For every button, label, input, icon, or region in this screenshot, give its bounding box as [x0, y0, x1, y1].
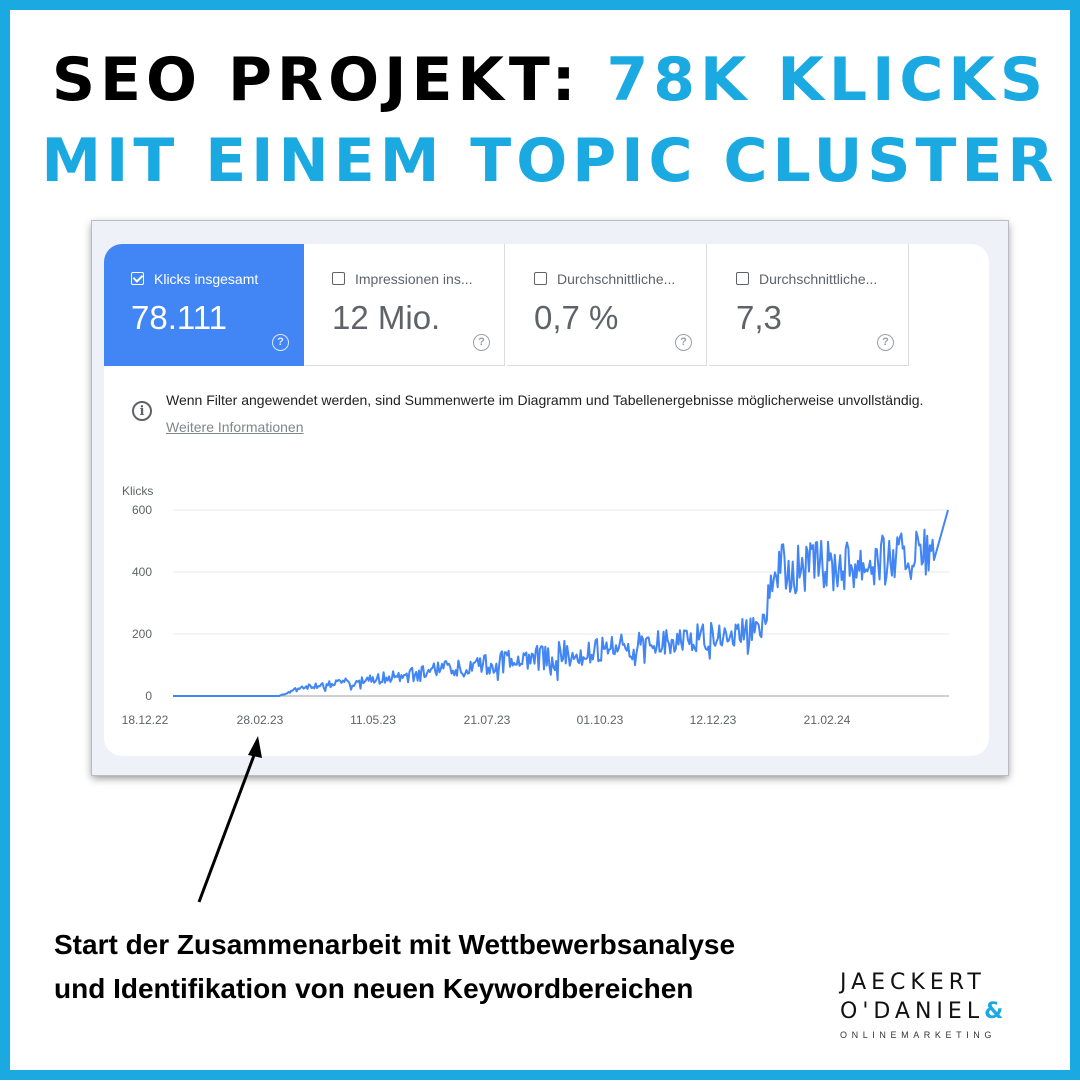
y-axis-label: Klicks — [122, 484, 153, 498]
metric-value: 7,3 — [736, 299, 782, 336]
headline-prefix: SEO PROJEKT: — [51, 45, 581, 115]
y-tick-label: 0 — [145, 689, 152, 703]
arrow-shaft — [197, 749, 258, 903]
checkbox-icon[interactable] — [736, 272, 749, 285]
metric-label: Klicks insgesamt — [154, 271, 259, 287]
y-tick-label: 200 — [132, 627, 152, 641]
logo-line-2: O'DANIEL& — [840, 999, 1003, 1024]
y-tick-label: 400 — [132, 565, 152, 579]
clicks-line-chart: Klicks 0 200 400 600 18.12.22 28.02.23 11.05.23… — [122, 484, 949, 727]
help-icon[interactable]: ? — [675, 334, 692, 351]
help-icon[interactable]: ? — [272, 334, 289, 351]
x-tick-label: 28.02.23 — [237, 713, 284, 727]
metric-tile-ctr[interactable]: Durchschnittliche... 0,7 % ? — [507, 244, 707, 366]
arrow-head-icon — [248, 736, 262, 758]
metric-value: 12 Mio. — [332, 299, 441, 336]
logo-tagline: ONLINEMARKETING — [840, 1030, 997, 1040]
metric-tile-position[interactable]: Durchschnittliche... 7,3 ? — [709, 244, 909, 366]
company-logo: JAECKERT O'DANIEL& ONLINEMARKETING — [832, 960, 1044, 1048]
metric-tile-impressions[interactable]: Impressionen ins... 12 Mio. ? — [305, 244, 505, 366]
help-icon[interactable]: ? — [877, 334, 894, 351]
ampersand-logo-icon: & — [984, 999, 1004, 1024]
caption: Start der Zusammenarbeit mit Wettbewerbs… — [54, 929, 736, 1004]
metric-label: Durchschnittliche... — [557, 271, 676, 287]
logo-line-1: JAECKERT — [840, 970, 986, 995]
x-tick-label: 18.12.22 — [122, 713, 169, 727]
x-tick-label: 12.12.23 — [690, 713, 737, 727]
help-icon[interactable]: ? — [473, 334, 490, 351]
clicks-series-line — [173, 509, 949, 697]
checkbox-icon[interactable] — [534, 272, 547, 285]
x-tick-label: 11.05.23 — [350, 713, 396, 727]
info-icon: i — [132, 401, 152, 421]
logo-line-2-text: O'DANIEL — [840, 999, 985, 1024]
checkbox-checked-icon[interactable] — [131, 272, 144, 285]
notice-text: Wenn Filter angewendet werden, sind Summ… — [166, 392, 924, 408]
x-tick-label: 21.07.23 — [464, 713, 511, 727]
metric-value: 0,7 % — [534, 299, 619, 336]
performance-card: Klicks insgesamt 78.111 ? Impressionen i… — [104, 244, 989, 756]
headline-line-2: MIT EINEM TOPIC CLUSTER — [41, 126, 1059, 196]
search-console-screenshot: Klicks insgesamt 78.111 ? Impressionen i… — [92, 221, 1008, 775]
metric-label: Durchschnittliche... — [759, 271, 878, 287]
metric-value: 78.111 — [131, 299, 228, 336]
more-info-link[interactable]: Weitere Informationen — [166, 419, 304, 435]
filter-notice: Wenn Filter angewendet werden, sind Summ… — [166, 387, 926, 441]
headline-line-1: SEO PROJEKT: 78K KLICKS — [10, 50, 1080, 110]
arrow-annotation — [197, 736, 262, 903]
checkbox-icon[interactable] — [332, 272, 345, 285]
metric-label: Impressionen ins... — [355, 271, 473, 287]
headline-accent: 78K KLICKS — [606, 45, 1049, 115]
x-tick-label: 01.10.23 — [577, 713, 624, 727]
x-tick-label: 21.02.24 — [804, 713, 851, 727]
y-tick-label: 600 — [132, 503, 152, 517]
metric-tile-clicks[interactable]: Klicks insgesamt 78.111 ? — [104, 244, 304, 366]
